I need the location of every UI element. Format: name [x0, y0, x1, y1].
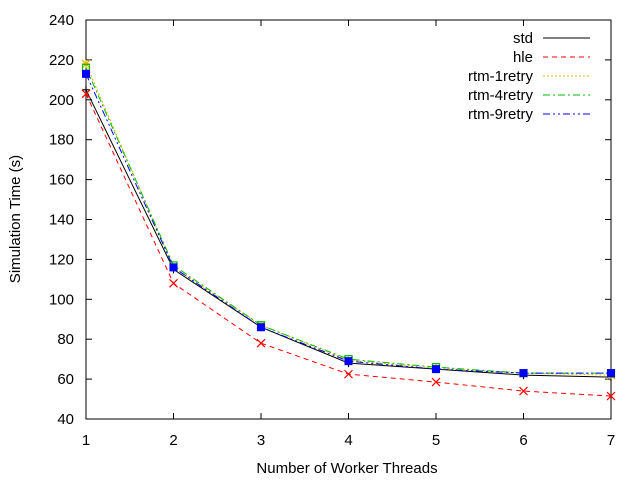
legend-label-rtm-4retry: rtm-4retry	[468, 87, 533, 104]
y-tick-label: 80	[57, 331, 74, 348]
series-std	[82, 85, 615, 382]
x-tick-label: 3	[257, 432, 265, 449]
x-tick-label: 7	[607, 432, 615, 449]
data-point-rtm-9retry	[344, 357, 353, 366]
data-point-hle	[344, 369, 353, 379]
data-point-hle	[81, 89, 91, 99]
data-point-hle	[606, 391, 616, 401]
legend-label-rtm-9retry: rtm-9retry	[468, 106, 533, 123]
x-tick-label: 1	[82, 432, 90, 449]
x-tick-label: 4	[344, 432, 352, 449]
y-tick-label: 120	[49, 251, 74, 268]
data-point-rtm-9retry	[82, 69, 90, 78]
data-point-rtm-9retry	[257, 323, 265, 332]
y-tick-label: 40	[57, 411, 74, 428]
y-tick-label: 160	[49, 172, 74, 189]
series-group	[81, 59, 616, 401]
x-tick-label: 2	[169, 432, 177, 449]
data-point-rtm-9retry	[519, 369, 528, 378]
y-tick-label: 200	[49, 92, 74, 109]
x-tick-label: 6	[519, 432, 527, 449]
y-axis-label: Simulation Time (s)	[7, 155, 24, 283]
data-point-hle	[169, 278, 178, 288]
legend: std hle rtm-1retry rtm-4retry rtm-9retry	[468, 30, 590, 123]
series-hle	[81, 89, 616, 401]
series-rtm-1retry	[81, 59, 616, 380]
data-point-rtm-9retry	[607, 369, 615, 378]
y-tick-label: 60	[57, 371, 74, 388]
data-point-std	[82, 85, 90, 94]
legend-label-std: std	[513, 30, 533, 47]
ticks-group: 1 2 3 4 5 6 7 40 60 80 100 120 140 160 180 200 220 240	[49, 12, 615, 449]
y-tick-label: 240	[49, 12, 74, 29]
y-tick-label: 220	[49, 52, 74, 69]
y-tick-label: 140	[49, 212, 74, 229]
data-point-hle	[519, 386, 528, 396]
legend-label-rtm-1retry: rtm-1retry	[468, 68, 533, 85]
data-point-hle	[431, 377, 441, 387]
x-axis-label: Number of Worker Threads	[256, 460, 437, 477]
data-point-rtm-9retry	[169, 263, 178, 272]
legend-label-hle: hle	[513, 49, 533, 66]
y-tick-label: 180	[49, 132, 74, 149]
series-rtm-9retry	[82, 69, 615, 378]
data-point-rtm-9retry	[432, 365, 440, 374]
data-point-hle	[256, 338, 266, 348]
series-line-std	[85, 89, 612, 378]
series-line-hle	[85, 93, 612, 397]
y-tick-label: 100	[49, 291, 74, 308]
x-tick-label: 5	[432, 432, 440, 449]
series-rtm-4retry	[81, 63, 616, 378]
